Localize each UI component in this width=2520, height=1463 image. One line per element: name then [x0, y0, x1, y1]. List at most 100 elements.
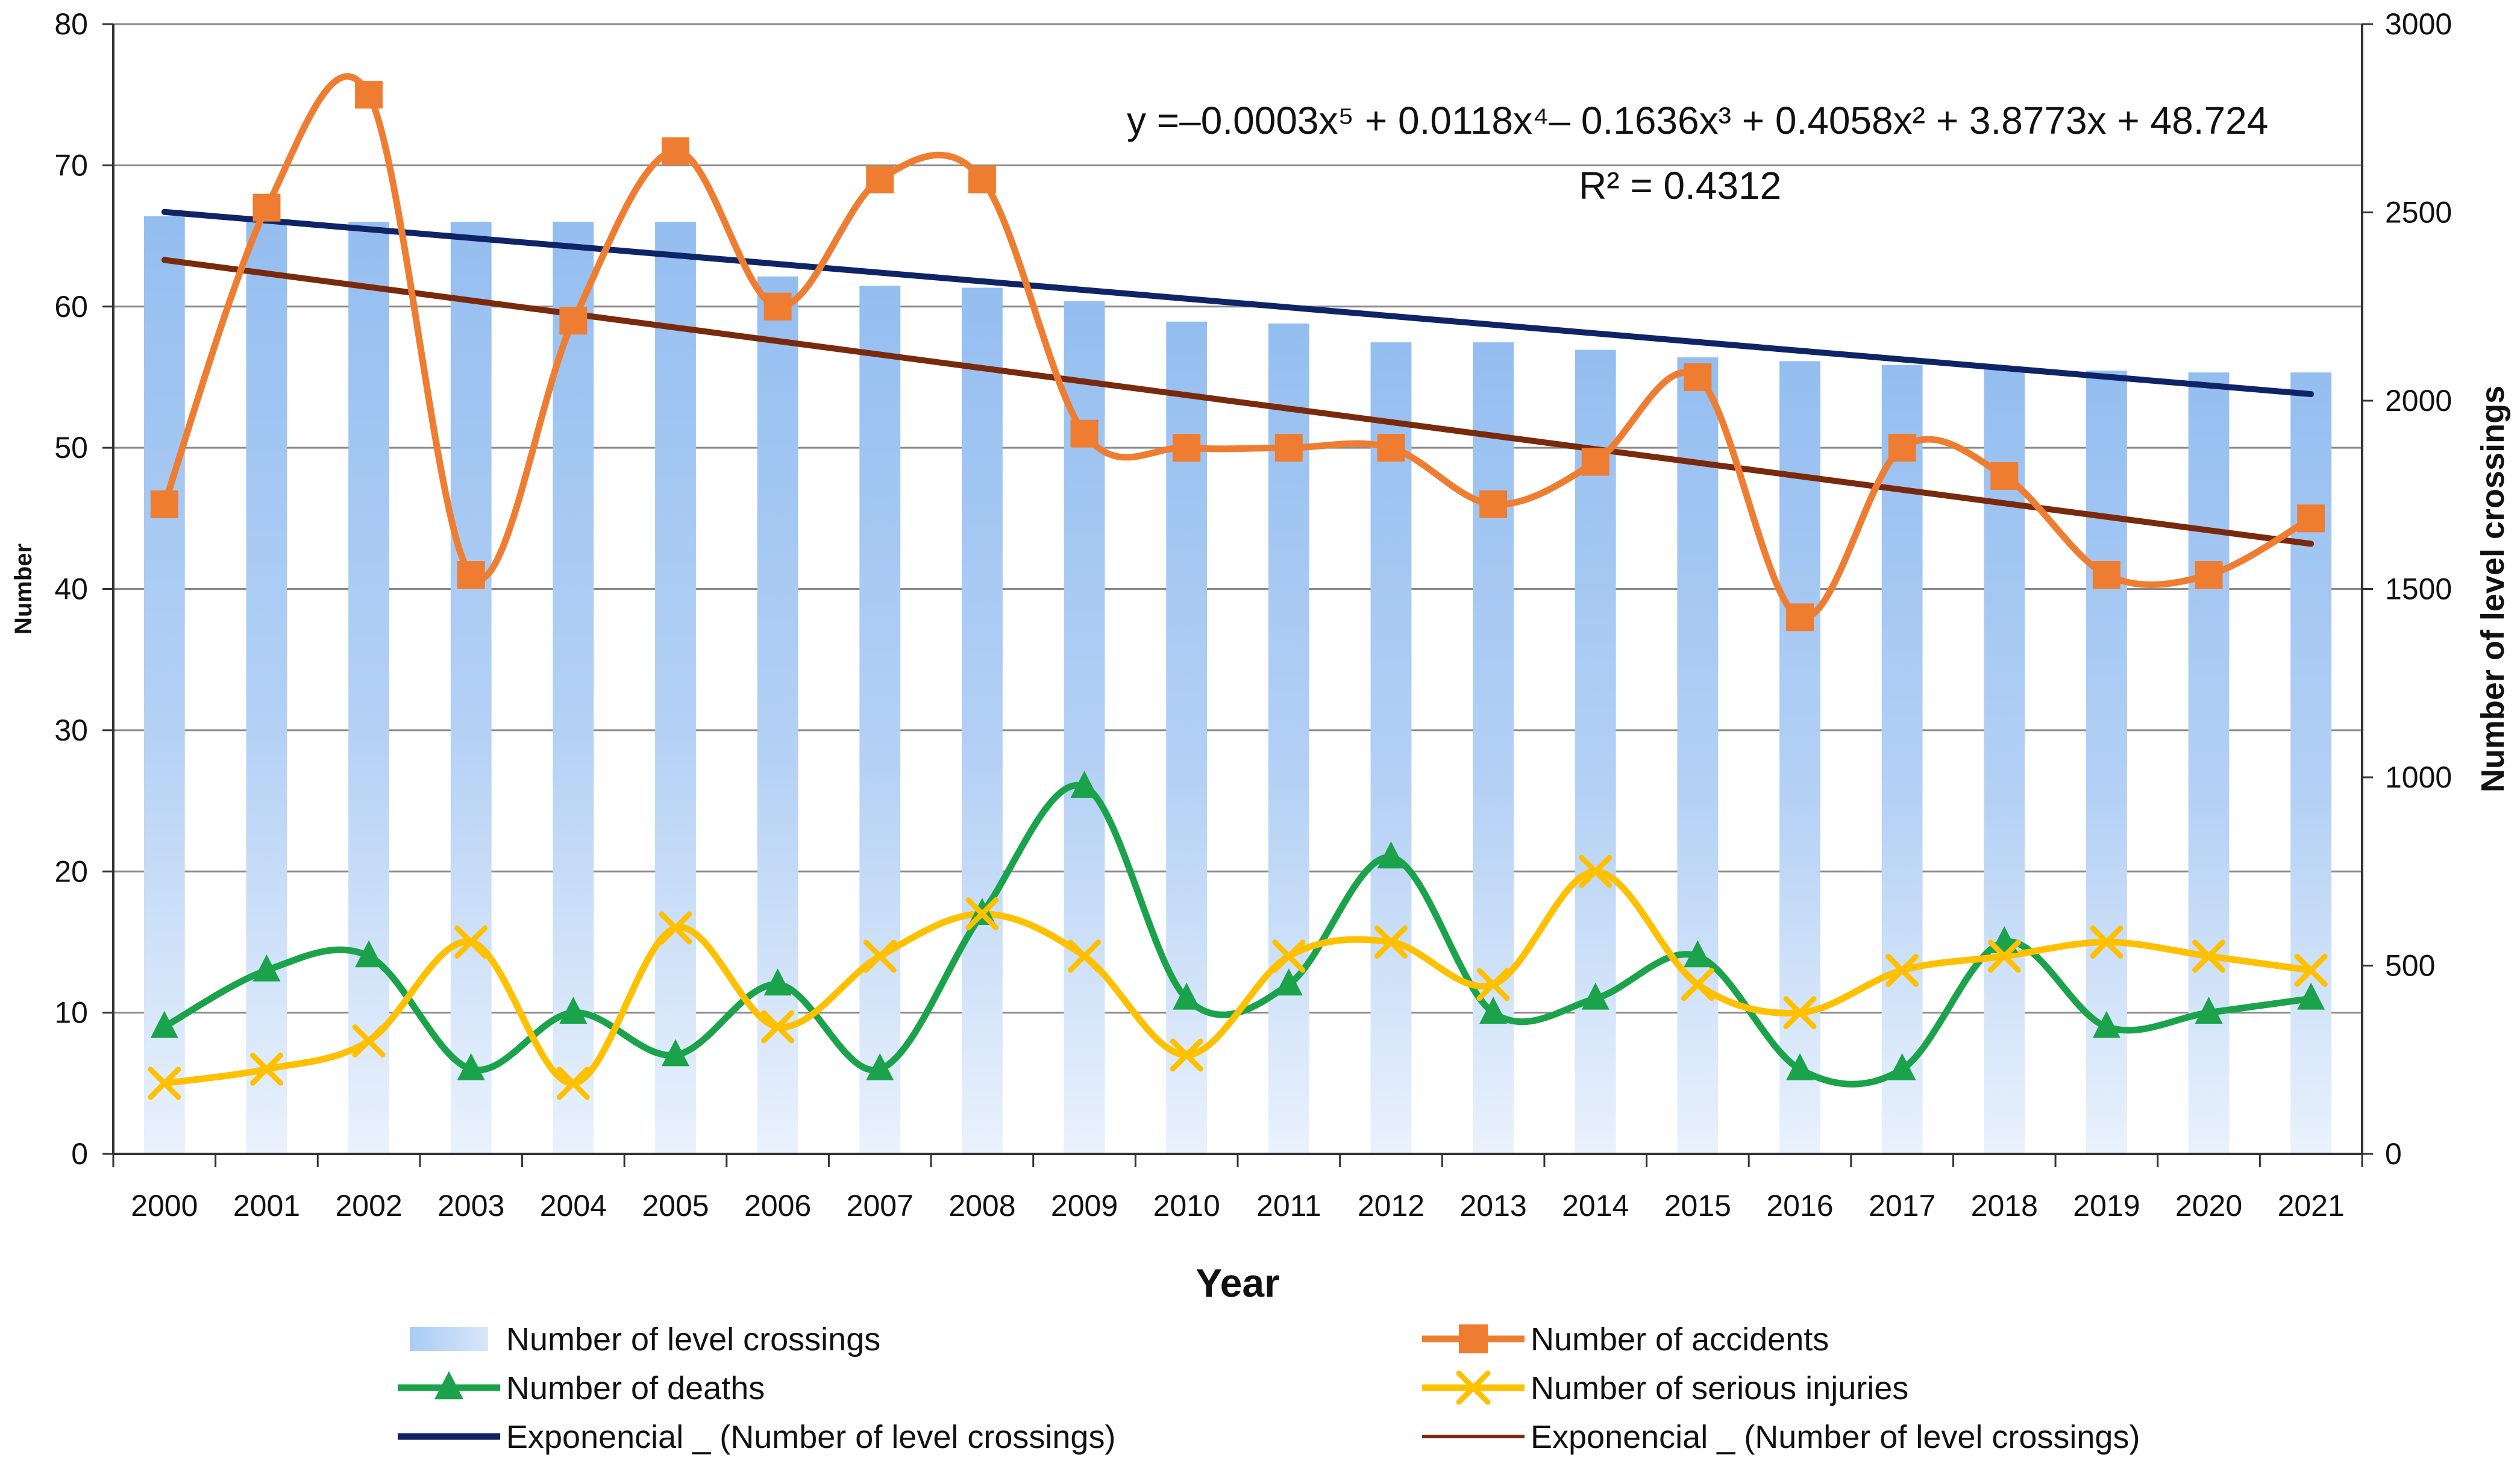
bar-level-crossings [1370, 342, 1412, 1154]
data-point-marker [1274, 434, 1303, 462]
series-line [164, 868, 2312, 1087]
data-point-marker [252, 193, 281, 222]
x-tick-label: 2006 [744, 1189, 811, 1223]
data-point-marker [559, 997, 588, 1024]
data-point-marker [454, 925, 488, 959]
y-tick-label: 80 [54, 7, 88, 41]
regression-equation: y =–0.0003x⁵ + 0.0118x⁴– 0.1636x³ + 0.40… [1127, 99, 2268, 142]
bar-level-crossings [1779, 361, 1820, 1154]
data-point-marker [1476, 968, 1510, 1001]
data-point-marker [352, 1024, 386, 1057]
y-tick-label: 70 [54, 148, 88, 182]
legend-label: Number of accidents [1531, 1321, 1829, 1358]
bar-level-crossings [450, 222, 492, 1154]
legend-label: Number of level crossings [506, 1321, 880, 1358]
x-tick-label: 2020 [2175, 1189, 2242, 1223]
x-tick-label: 2017 [1869, 1189, 1935, 1223]
legend-swatch-marker [1456, 1370, 1491, 1405]
legend-swatch-marker [434, 1371, 463, 1400]
y-tick-label: 60 [54, 290, 88, 324]
x-axis-title: Year [1196, 1261, 1279, 1305]
data-point-marker [249, 1052, 283, 1086]
x-tick-label: 2008 [948, 1189, 1015, 1223]
y-tick-label: 30 [54, 713, 88, 747]
x-tick-label: 2000 [131, 1189, 198, 1223]
x-tick-label: 2002 [335, 1189, 402, 1223]
r-squared-label: R² = 0.4312 [1579, 164, 1781, 207]
data-point-marker [763, 968, 792, 996]
data-point-marker [457, 1053, 485, 1080]
legend-label: Number of serious injuries [1531, 1370, 1908, 1406]
data-point-marker [965, 897, 999, 931]
x-tick-label: 2011 [1256, 1189, 1321, 1223]
data-point-marker [1374, 925, 1408, 959]
bar-level-crossings [2188, 372, 2230, 1154]
bar-level-crossings [859, 286, 901, 1154]
x-tick-label: 2015 [1664, 1189, 1731, 1223]
legend-swatch-bar [410, 1327, 488, 1351]
y2-tick-label: 3000 [2385, 7, 2452, 41]
data-point-marker [863, 939, 897, 973]
data-point-marker [1888, 434, 1916, 462]
x-tick-label: 2013 [1459, 1189, 1526, 1223]
x-tick-label: 2010 [1153, 1189, 1220, 1223]
data-point-marker [1581, 448, 1609, 476]
x-tick-label: 2019 [2073, 1189, 2140, 1223]
y-tick-label: 50 [54, 431, 88, 465]
bar-level-crossings [961, 287, 1003, 1154]
data-point-marker [1377, 841, 1405, 869]
data-point-marker [1479, 490, 1508, 518]
data-point-marker [1581, 982, 1609, 1010]
y2-tick-label: 2500 [2385, 196, 2452, 230]
bar-level-crossings [1575, 349, 1616, 1154]
data-point-marker [1274, 968, 1303, 996]
y2-tick-label: 1000 [2385, 760, 2452, 794]
bar-level-crossings [1881, 365, 1923, 1154]
legend-label: Exponencial _ (Number of level crossings… [1531, 1419, 2140, 1455]
y2-tick-label: 2000 [2385, 384, 2452, 418]
data-point-marker [1170, 1038, 1203, 1072]
data-point-marker [2195, 997, 2223, 1024]
x-tick-label: 2004 [540, 1189, 607, 1223]
x-tick-label: 2016 [1766, 1189, 1833, 1223]
legend-label: Number of deaths [506, 1370, 765, 1406]
data-point-marker [1068, 939, 1102, 973]
data-point-marker [1990, 462, 2019, 490]
y2-axis-title: Number of level crossings [2475, 386, 2511, 792]
data-point-marker [1684, 940, 1712, 968]
data-point-marker [1479, 997, 1508, 1024]
y-tick-label: 40 [54, 572, 88, 606]
x-tick-label: 2021 [2278, 1189, 2345, 1223]
data-point-marker [1885, 953, 1919, 987]
bar-level-crossings [1268, 323, 1309, 1154]
data-point-marker [252, 954, 281, 982]
x-tick-label: 2001 [233, 1189, 300, 1223]
data-point-marker [559, 307, 588, 335]
data-point-marker [1173, 982, 1201, 1010]
x-tick-label: 2007 [847, 1189, 914, 1223]
bar-level-crossings [1677, 357, 1719, 1154]
bar-level-crossings [655, 222, 696, 1154]
bar-level-crossings [1473, 342, 1514, 1154]
legend-swatch-marker [1459, 1324, 1488, 1353]
data-point-marker [662, 1039, 689, 1067]
data-point-marker [2195, 561, 2223, 589]
bar-level-crossings [143, 216, 185, 1154]
y-tick-label: 0 [71, 1137, 88, 1171]
data-point-marker [2090, 925, 2124, 959]
data-point-marker [968, 165, 996, 193]
data-point-marker [2297, 504, 2325, 533]
data-point-marker [1070, 771, 1099, 798]
y2-tick-label: 0 [2385, 1137, 2402, 1171]
data-point-marker [1377, 434, 1405, 462]
data-point-marker [1070, 419, 1099, 448]
data-point-marker [1888, 1053, 1916, 1080]
bar-level-crossings [348, 222, 390, 1154]
data-point-marker [556, 1067, 590, 1100]
x-tick-label: 2009 [1051, 1189, 1118, 1223]
bar-level-crossings [757, 276, 798, 1154]
x-tick-label: 2005 [642, 1189, 709, 1223]
data-point-marker [150, 1010, 178, 1038]
data-point-marker [1681, 968, 1714, 1001]
